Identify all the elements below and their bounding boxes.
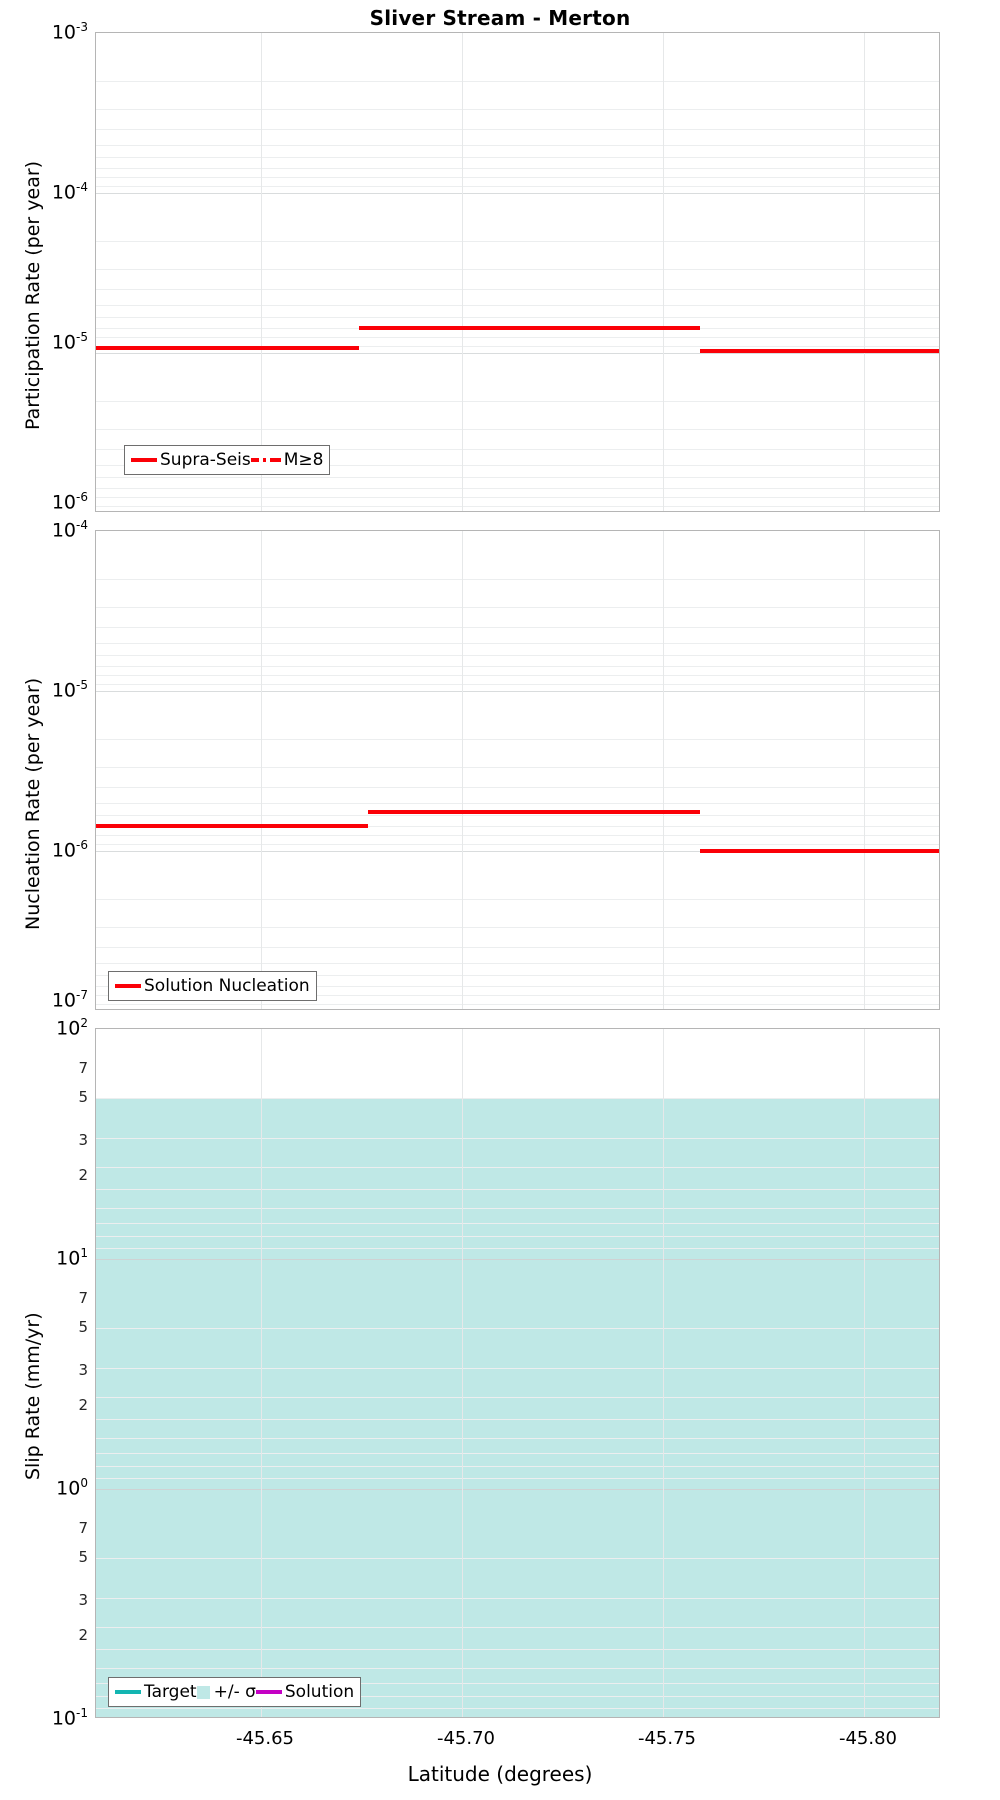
legend-swatch-solution-nucleation-icon	[115, 984, 141, 988]
panel-3-ytick-2: 100	[56, 1476, 88, 1500]
panel-3-plot-area	[96, 1029, 939, 1717]
legend-swatch-solution-icon	[255, 1690, 282, 1694]
legend-label-target: Target	[144, 1682, 197, 1702]
series-solution-nucleation-segment-3	[700, 849, 939, 853]
panel-3-yminor-6: 3	[78, 1361, 88, 1379]
xtick-1: -45.70	[436, 1728, 496, 1749]
legend-entry-m8: M≥8	[250, 450, 324, 470]
panel-3-yminor-5: 5	[78, 1318, 88, 1336]
legend-panel-3[interactable]: Target +/- σ Solution	[108, 1677, 362, 1707]
panel-1-ytick-0: 10-3	[51, 20, 88, 44]
panel-nucleation-rate: Solution Nucleation	[95, 530, 940, 1010]
panel-2-plot-area	[96, 531, 939, 1009]
legend-entry-solution: Solution	[255, 1682, 355, 1702]
panel-3-yminor-0: 7	[78, 1059, 88, 1077]
panel-2-ytick-2: 10-6	[51, 838, 88, 862]
panel-3-yminor-3: 2	[78, 1166, 88, 1184]
legend-panel-2[interactable]: Solution Nucleation	[108, 971, 317, 1001]
panel-3-yminor-7: 2	[78, 1396, 88, 1414]
panel-3-yminor-2: 3	[78, 1131, 88, 1149]
panel-3-ytick-0: 102	[56, 1016, 88, 1040]
panel-2-ylabel: Nucleation Rate (per year)	[22, 677, 44, 930]
series-supra-seis-segment-3	[700, 349, 939, 353]
legend-entry-sigma: +/- σ	[196, 1682, 256, 1702]
panel-slip-rate: Target +/- σ Solution	[95, 1028, 940, 1718]
xtick-3: -45.80	[838, 1728, 898, 1749]
panel-3-ytick-3: 10-1	[51, 1706, 88, 1730]
legend-label-solution: Solution	[284, 1682, 355, 1702]
panel-1-ytick-1: 10-4	[51, 180, 88, 204]
panel-3-yminor-9: 5	[78, 1548, 88, 1566]
xtick-2: -45.75	[637, 1728, 697, 1749]
series-supra-seis-segment-1	[96, 346, 359, 350]
legend-entry-solution-nucleation: Solution Nucleation	[115, 976, 310, 996]
panel-1-ytick-3: 10-6	[51, 490, 88, 514]
legend-swatch-target-icon	[115, 1690, 141, 1694]
series-solution-nucleation-segment-1	[96, 824, 368, 828]
panel-2-ytick-3: 10-7	[51, 988, 88, 1012]
series-supra-seis-segment-2	[359, 326, 700, 330]
legend-entry-target: Target	[115, 1682, 197, 1702]
xtick-0: -45.65	[235, 1728, 295, 1749]
panel-1-ytick-2: 10-5	[51, 330, 88, 354]
panel-3-yminor-1: 5	[78, 1088, 88, 1106]
panel-3-yminor-11: 2	[78, 1626, 88, 1644]
legend-swatch-sigma-icon	[196, 1685, 210, 1699]
legend-label-supra-seis: Supra-Seis	[160, 450, 251, 470]
legend-swatch-supra-seis-icon	[131, 458, 157, 462]
panel-2-ytick-0: 10-4	[51, 518, 88, 542]
xaxis-label: Latitude (degrees)	[407, 1762, 593, 1786]
legend-label-solution-nucleation: Solution Nucleation	[144, 976, 310, 996]
legend-entry-supra-seis: Supra-Seis	[131, 450, 251, 470]
panel-3-yminor-8: 7	[78, 1519, 88, 1537]
series-sigma-band	[96, 1098, 939, 1717]
panel-3-ytick-1: 101	[56, 1246, 88, 1270]
panel-1-plot-area	[96, 33, 939, 511]
page-title: Sliver Stream - Merton	[369, 6, 631, 30]
panel-participation-rate: Supra-Seis M≥8	[95, 32, 940, 512]
panel-3-yminor-4: 7	[78, 1289, 88, 1307]
legend-swatch-m8-icon	[250, 458, 281, 462]
legend-panel-1[interactable]: Supra-Seis M≥8	[124, 445, 331, 475]
legend-label-m8: M≥8	[283, 450, 324, 470]
panel-2-ytick-1: 10-5	[51, 678, 88, 702]
legend-label-sigma: +/- σ	[213, 1682, 256, 1702]
series-solution-nucleation-segment-2	[368, 810, 700, 814]
panel-3-yminor-10: 3	[78, 1591, 88, 1609]
